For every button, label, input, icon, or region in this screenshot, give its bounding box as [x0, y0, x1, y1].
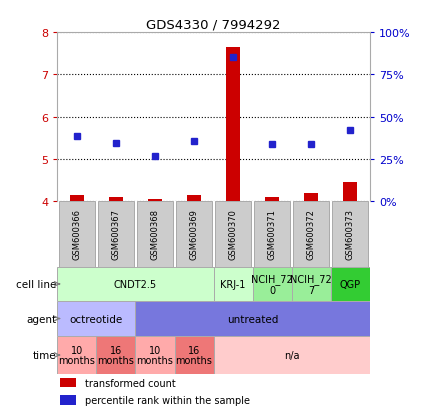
Text: cell line: cell line	[16, 279, 57, 289]
Bar	[343, 183, 357, 202]
Bar	[60, 395, 76, 405]
Bar	[331, 267, 370, 301]
Bar	[215, 202, 251, 267]
Text: KRJ-1: KRJ-1	[221, 279, 246, 289]
Bar	[292, 267, 331, 301]
Text: QGP: QGP	[340, 279, 361, 289]
Text: n/a: n/a	[284, 350, 299, 360]
Bar	[136, 301, 370, 336]
Text: GSM600370: GSM600370	[229, 209, 238, 260]
Bar	[70, 195, 84, 202]
Bar	[148, 199, 162, 202]
Text: GSM600373: GSM600373	[346, 209, 355, 260]
Text: 16
months: 16 months	[97, 345, 134, 366]
Text: GSM600369: GSM600369	[190, 209, 198, 260]
Bar	[187, 195, 201, 202]
Text: NCIH_72
7: NCIH_72 7	[290, 273, 332, 295]
Bar	[175, 336, 213, 374]
Bar	[57, 267, 213, 301]
Text: GSM600372: GSM600372	[307, 209, 316, 260]
Text: percentile rank within the sample: percentile rank within the sample	[85, 395, 250, 405]
Text: agent: agent	[26, 314, 57, 324]
Bar	[265, 197, 279, 202]
Bar	[98, 202, 134, 267]
Bar	[213, 267, 252, 301]
Text: time: time	[33, 350, 57, 360]
Bar	[252, 267, 292, 301]
Bar	[137, 202, 173, 267]
Bar	[293, 202, 329, 267]
Text: GSM600367: GSM600367	[111, 209, 120, 260]
Text: GSM600368: GSM600368	[150, 209, 159, 260]
Text: GSM600371: GSM600371	[268, 209, 277, 260]
Text: transformed count: transformed count	[85, 377, 176, 388]
Text: 16
months: 16 months	[176, 345, 212, 366]
Text: CNDT2.5: CNDT2.5	[114, 279, 157, 289]
Text: octreotide: octreotide	[70, 314, 123, 324]
Bar	[109, 197, 123, 202]
Bar	[213, 336, 370, 374]
Title: GDS4330 / 7994292: GDS4330 / 7994292	[146, 19, 281, 32]
Bar	[57, 301, 136, 336]
Text: 10
months: 10 months	[136, 345, 173, 366]
Text: 10
months: 10 months	[59, 345, 95, 366]
Text: untreated: untreated	[227, 314, 278, 324]
Text: GSM600366: GSM600366	[72, 209, 82, 260]
Bar	[59, 202, 95, 267]
Bar	[304, 193, 318, 202]
Bar	[255, 202, 290, 267]
Bar	[136, 336, 175, 374]
Bar	[96, 336, 136, 374]
Bar	[57, 336, 96, 374]
Text: NCIH_72
0: NCIH_72 0	[251, 273, 293, 295]
Bar	[226, 48, 240, 202]
Bar	[332, 202, 368, 267]
Bar	[60, 378, 76, 387]
Bar	[176, 202, 212, 267]
